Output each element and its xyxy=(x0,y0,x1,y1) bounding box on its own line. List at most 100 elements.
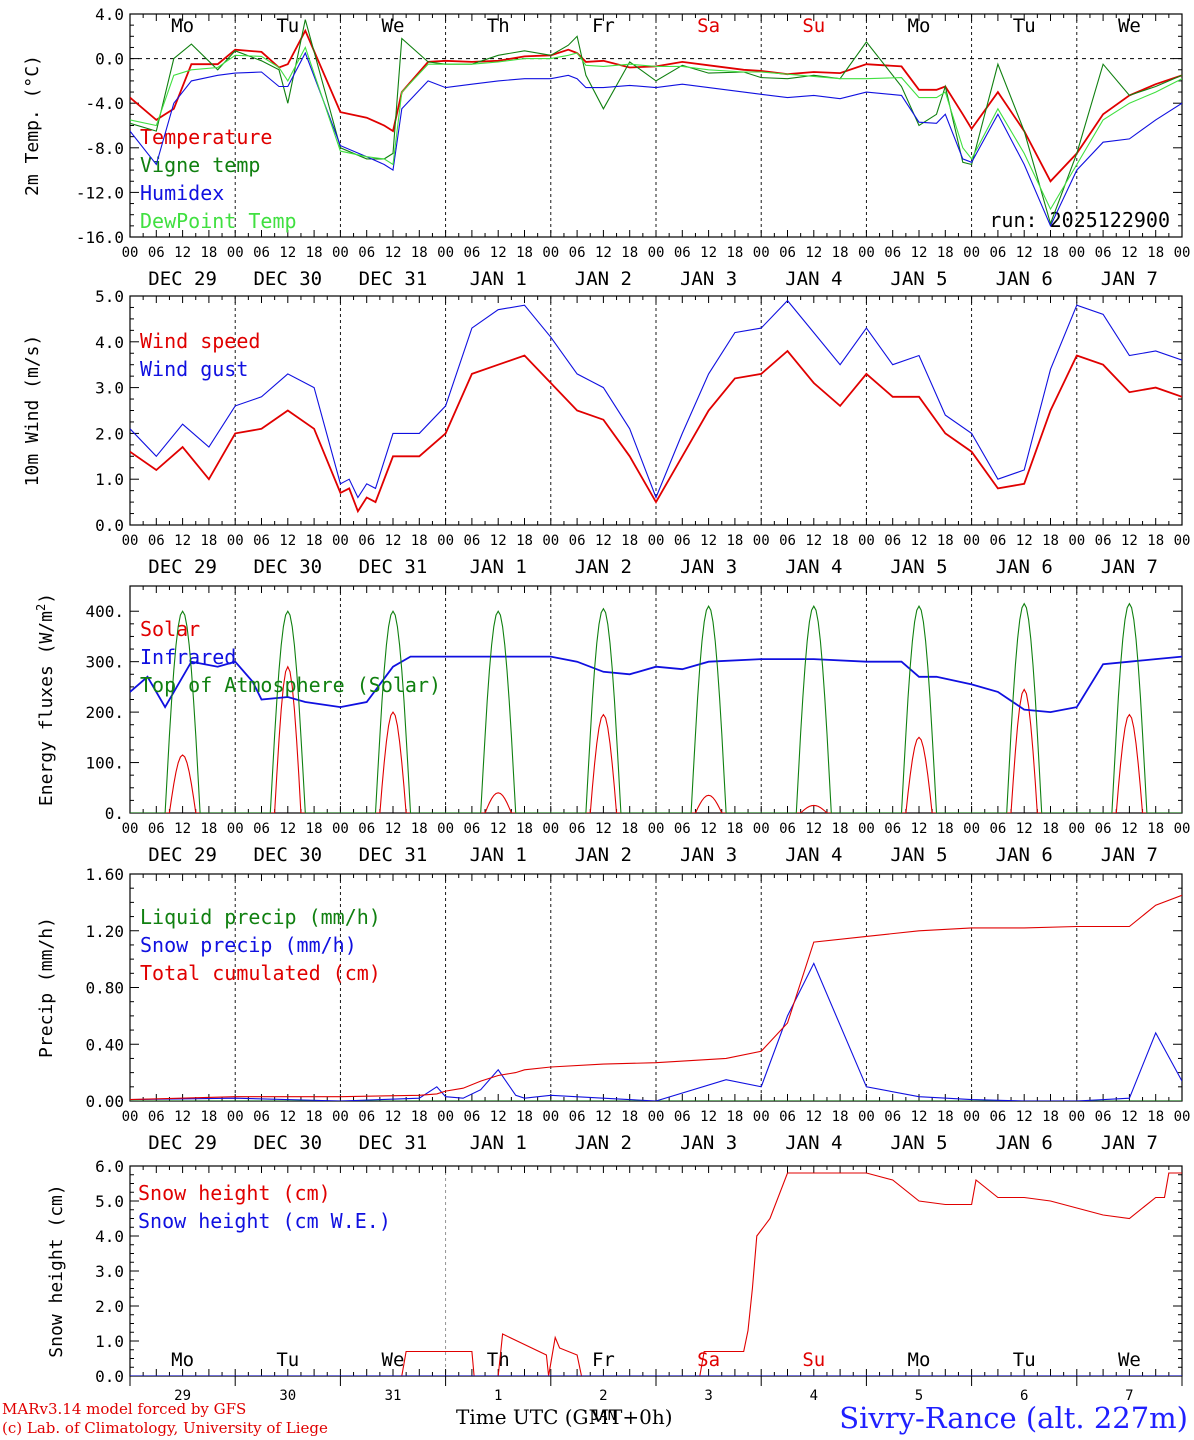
y-tick-label: 4.0 xyxy=(95,5,124,24)
day-name-label: Mo xyxy=(908,15,931,37)
x-hour-label: 06 xyxy=(1095,821,1112,837)
day-name-label: Tu xyxy=(276,15,299,37)
x-hour-label: 06 xyxy=(253,245,270,261)
x-date-label: JAN 6 xyxy=(996,268,1053,290)
y-tick-label: 2.0 xyxy=(95,1297,124,1316)
x-hour-label: 18 xyxy=(937,1109,954,1125)
x-hour-label: 00 xyxy=(858,245,875,261)
panel-energy: 400. 300. 200. 100. 0. Energy fluxes (W/m2) 00… xyxy=(34,585,1191,866)
day-name-label: Th xyxy=(487,15,510,37)
x-hour-label: 00 xyxy=(1068,245,1085,261)
x-hour-label: 12 xyxy=(174,533,191,549)
y-axis-label: Snow height (cm) xyxy=(46,1184,67,1357)
x-hour-label: 00 xyxy=(332,245,349,261)
x-hour-label: 00 xyxy=(227,245,244,261)
x-hour-label: 00 xyxy=(437,245,454,261)
x-hour-label: 00 xyxy=(1068,1109,1085,1125)
x-hour-label: 12 xyxy=(805,821,822,837)
legend-entry: Snow height (cm W.E.) xyxy=(138,1209,391,1233)
x-hour-label: 18 xyxy=(621,821,638,837)
x-day-number: 31 xyxy=(385,1388,402,1404)
x-hour-label: 12 xyxy=(490,533,507,549)
x-hour-label: 12 xyxy=(911,1109,928,1125)
x-date-label: DEC 30 xyxy=(253,556,322,578)
y-tick-label: 1.0 xyxy=(95,470,124,489)
x-hour-label: 18 xyxy=(200,245,217,261)
x-date-label: DEC 30 xyxy=(253,268,322,290)
x-hour-label: 00 xyxy=(227,1109,244,1125)
x-hour-label: 00 xyxy=(753,245,770,261)
x-hour-label: 00 xyxy=(963,245,980,261)
x-hour-label: 18 xyxy=(200,1109,217,1125)
x-hour-label: 12 xyxy=(805,245,822,261)
x-hour-label: 12 xyxy=(1016,821,1033,837)
x-hour-label: 00 xyxy=(122,533,139,549)
x-date-label: JAN 3 xyxy=(680,844,737,866)
x-hour-label: 06 xyxy=(779,533,796,549)
x-hour-label: 06 xyxy=(253,821,270,837)
x-date-label: JAN 1 xyxy=(470,556,527,578)
x-hour-label: 18 xyxy=(411,1109,428,1125)
x-date-label: DEC 31 xyxy=(359,268,428,290)
x-hour-label: 06 xyxy=(989,821,1006,837)
x-day-number: 29 xyxy=(174,1388,191,1404)
x-date-label: DEC 29 xyxy=(148,844,217,866)
x-hour-label: 06 xyxy=(884,821,901,837)
day-name-label: Fr xyxy=(592,1349,615,1371)
x-hour-label: 00 xyxy=(437,821,454,837)
x-hour-label: 18 xyxy=(726,821,743,837)
series-line-humidex xyxy=(130,51,1182,228)
x-hour-label: 12 xyxy=(700,1109,717,1125)
legend-entry: Snow precip (mm/h) xyxy=(140,933,357,957)
x-hour-label: 00 xyxy=(648,245,665,261)
x-hour-label: 18 xyxy=(937,533,954,549)
x-hour-label: 06 xyxy=(779,245,796,261)
x-day-number: 5 xyxy=(915,1388,923,1404)
x-hour-label: 00 xyxy=(542,821,559,837)
x-day-number: 3 xyxy=(704,1388,712,1404)
footer-credit-text: (c) Lab. of Climatology, University of L… xyxy=(2,1419,328,1437)
x-hour-label: 18 xyxy=(200,533,217,549)
series-line-wind-gust xyxy=(130,299,1182,499)
x-hour-label: 12 xyxy=(385,821,402,837)
x-hour-label: 12 xyxy=(700,245,717,261)
legend-entry: Solar xyxy=(140,617,200,641)
x-hour-label: 06 xyxy=(148,1109,165,1125)
legend-entry: Wind gust xyxy=(140,357,248,381)
y-tick-label: 5.0 xyxy=(95,1192,124,1211)
x-hour-label: 06 xyxy=(148,533,165,549)
x-hour-label: 12 xyxy=(385,1109,402,1125)
y-tick-label: -4.0 xyxy=(85,94,124,113)
x-hour-label: 06 xyxy=(358,245,375,261)
day-name-label: Sa xyxy=(697,1349,720,1371)
x-hour-label: 18 xyxy=(726,245,743,261)
x-hour-label: 06 xyxy=(358,821,375,837)
x-hour-label: 12 xyxy=(805,1109,822,1125)
x-hour-label: 12 xyxy=(1016,533,1033,549)
x-hour-label: 00 xyxy=(1174,1109,1191,1125)
x-hour-label: 00 xyxy=(648,533,665,549)
y-tick-label: 0.0 xyxy=(95,516,124,535)
series-line-infrared xyxy=(130,655,1182,714)
day-name-label: Tu xyxy=(1013,1349,1036,1371)
x-hour-label: 06 xyxy=(253,1109,270,1125)
x-hour-label: 06 xyxy=(463,1109,480,1125)
y-tick-label: 200. xyxy=(85,703,124,722)
x-hour-label: 12 xyxy=(805,533,822,549)
x-hour-label: 18 xyxy=(621,1109,638,1125)
x-hour-label: 18 xyxy=(832,1109,849,1125)
x-hour-label: 00 xyxy=(1174,821,1191,837)
x-hour-label: 06 xyxy=(148,821,165,837)
panel-temperature: 4.0 0.0 -4.0 -8.0 -12.0 -16.0 2m Temp. (°C) 00 0… xyxy=(22,5,1190,290)
x-hour-label: 00 xyxy=(437,1109,454,1125)
x-hour-label: 12 xyxy=(1121,821,1138,837)
x-date-label: JAN 6 xyxy=(996,1132,1053,1154)
day-name-label: Tu xyxy=(1013,15,1036,37)
x-hour-label: 06 xyxy=(358,1109,375,1125)
x-date-label: JAN 6 xyxy=(996,556,1053,578)
x-hour-label: 18 xyxy=(306,533,323,549)
x-date-label: JAN 2 xyxy=(575,1132,632,1154)
x-date-label: JAN 7 xyxy=(1101,844,1158,866)
x-date-label: JAN 4 xyxy=(785,556,842,578)
x-hour-label: 06 xyxy=(463,533,480,549)
